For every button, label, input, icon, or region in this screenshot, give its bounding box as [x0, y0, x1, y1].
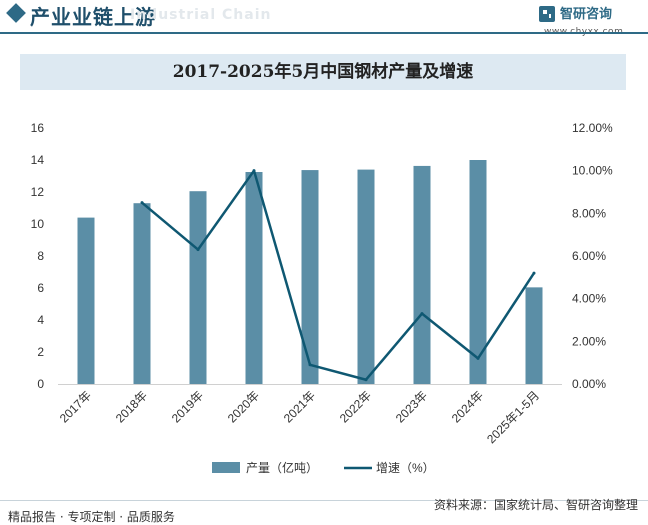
x-tick-label: 2018年 [113, 388, 150, 425]
y-left-tick-label: 2 [37, 345, 44, 359]
y-right-tick-label: 2.00% [572, 334, 606, 348]
y-right-tick-label: 12.00% [572, 121, 613, 135]
x-tick-label: 2024年 [449, 388, 486, 425]
bar [189, 191, 207, 384]
growth-point [364, 378, 368, 382]
growth-point [476, 356, 480, 360]
header-divider [0, 32, 648, 34]
bar [301, 170, 319, 384]
bar [245, 172, 263, 384]
footer-tagline: 精品报告 · 专项定制 · 品质服务 [8, 510, 175, 524]
y-right-tick-label: 10.00% [572, 164, 613, 178]
chart-title: 2017-2025年5月中国钢材产量及增速 [172, 62, 474, 82]
growth-point [140, 201, 144, 205]
bar [357, 169, 375, 384]
bar [133, 203, 151, 384]
bar [413, 165, 431, 384]
growth-point [532, 271, 536, 275]
y-left-tick-label: 10 [31, 217, 45, 231]
y-right-tick-label: 8.00% [572, 206, 606, 220]
brand-name: 智研咨询 [560, 7, 613, 22]
growth-point [252, 169, 256, 173]
footer-divider [0, 500, 648, 501]
header: 产业业链上游 Industrial Chain 智研咨询 www.chyxx.c… [0, 0, 648, 37]
x-tick-label: 2025年1-5月 [484, 388, 542, 446]
chart-title-band: 2017-2025年5月中国钢材产量及增速 [20, 54, 626, 90]
y-right-tick-label: 4.00% [572, 292, 606, 306]
y-left-tick-label: 12 [31, 185, 45, 199]
footer-source: 资料来源：国家统计局、智研咨询整理 [433, 498, 638, 512]
bar [77, 217, 95, 384]
header-watermark: Industrial Chain [130, 7, 272, 23]
y-left-tick-label: 0 [37, 377, 44, 391]
growth-point [196, 248, 200, 252]
section-title: 产业业链上游 [30, 5, 156, 29]
y-right-tick-label: 6.00% [572, 249, 606, 263]
x-tick-label: 2023年 [393, 388, 430, 425]
brand-logo-icon [539, 6, 555, 22]
y-right-tick-label: 0.00% [572, 377, 606, 391]
y-left-tick-label: 4 [37, 313, 44, 327]
x-tick-label: 2019年 [169, 388, 206, 425]
y-left-tick-label: 8 [37, 249, 44, 263]
bar [469, 160, 487, 384]
growth-line [141, 169, 536, 381]
growth-point [308, 363, 312, 367]
bar [525, 287, 543, 384]
legend-line-label: 增速（%） [376, 461, 435, 475]
y-left-tick-label: 6 [37, 281, 44, 295]
legend-bar-label: 产量（亿吨） [246, 460, 318, 475]
x-tick-label: 2022年 [337, 388, 374, 425]
x-tick-label: 2020年 [225, 388, 262, 425]
legend-bar-swatch [212, 462, 240, 473]
y-left-tick-label: 16 [31, 121, 45, 135]
x-tick-label: 2021年 [281, 388, 318, 425]
y-left-tick-label: 14 [31, 153, 45, 167]
x-tick-label: 2017年 [57, 388, 94, 425]
growth-point [420, 312, 424, 316]
